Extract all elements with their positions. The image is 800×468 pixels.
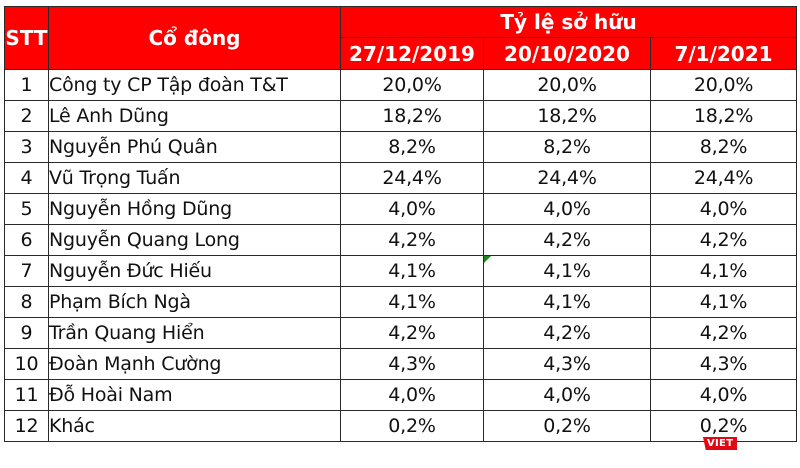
table-row: 6 Nguyễn Quang Long 4,2% 4,2% 4,2% — [4, 224, 798, 256]
row-name: Phạm Bích Ngà — [48, 286, 341, 318]
table-row: 2 Lê Anh Dũng 18,2% 18,2% 18,2% — [4, 100, 798, 132]
row-value-2021: 4,1% — [649, 286, 798, 318]
row-stt: 5 — [4, 193, 49, 225]
row-value-2021: 4,2% — [649, 317, 798, 349]
row-value-2021: 0,2% — [649, 410, 798, 442]
row-stt: 8 — [4, 286, 49, 318]
table-row: 3 Nguyễn Phú Quân 8,2% 8,2% 8,2% — [4, 131, 798, 163]
header-date-3: 7/1/2021 — [649, 37, 798, 70]
row-value-2020: 20,0% — [483, 69, 651, 101]
row-value-2021: 24,4% — [649, 162, 798, 194]
row-name: Lê Anh Dũng — [48, 100, 341, 132]
table-row: 7 Nguyễn Đức Hiếu 4,1% 4,1% 4,1% — [4, 255, 798, 287]
row-value-2020: 4,0% — [483, 379, 651, 411]
row-value-2021: 4,0% — [649, 193, 798, 225]
header-ownership-group: Tỷ lệ sở hữu — [339, 6, 798, 38]
row-name: Nguyễn Phú Quân — [48, 131, 341, 163]
row-value-2021: 20,0% — [649, 69, 798, 101]
watermark-logo: VIET — [703, 437, 738, 450]
row-value-2020: 8,2% — [483, 131, 651, 163]
row-value-2020: 4,0% — [483, 193, 651, 225]
row-value-2021: 4,0% — [649, 379, 798, 411]
row-value-2019: 4,2% — [340, 317, 484, 349]
table-row: 5 Nguyễn Hồng Dũng 4,0% 4,0% 4,0% — [4, 193, 798, 225]
row-value-2019: 4,3% — [340, 348, 484, 380]
row-value-2021: 8,2% — [649, 131, 798, 163]
row-value-2020: 4,3% — [483, 348, 651, 380]
row-value-2019: 8,2% — [340, 131, 484, 163]
row-stt: 9 — [4, 317, 49, 349]
table-row: 12 Khác 0,2% 0,2% 0,2% — [4, 410, 798, 442]
row-name: Công ty CP Tập đoàn T&T — [48, 69, 341, 101]
row-value-2019: 18,2% — [340, 100, 484, 132]
table-body: 1 Công ty CP Tập đoàn T&T 20,0% 20,0% 20… — [4, 69, 798, 442]
row-name: Nguyễn Quang Long — [48, 224, 341, 256]
table-header: STT Cổ đông Tỷ lệ sở hữu 27/12/2019 20/1… — [4, 6, 798, 70]
row-stt: 3 — [4, 131, 49, 163]
row-stt: 7 — [4, 255, 49, 287]
table-row: 4 Vũ Trọng Tuấn 24,4% 24,4% 24,4% — [4, 162, 798, 194]
row-value-2019: 4,0% — [340, 379, 484, 411]
row-value-2021: 4,1% — [649, 255, 798, 287]
row-value-2020: 4,1% — [483, 286, 651, 318]
row-value-2019: 20,0% — [340, 69, 484, 101]
row-value-2019: 4,1% — [340, 286, 484, 318]
row-name: Vũ Trọng Tuấn — [48, 162, 341, 194]
table-row: 1 Công ty CP Tập đoàn T&T 20,0% 20,0% 20… — [4, 69, 798, 101]
row-value-2020: 24,4% — [483, 162, 651, 194]
cell-text: 4,1% — [543, 260, 591, 282]
row-value-2020: 0,2% — [483, 410, 651, 442]
header-shareholder: Cổ đông — [48, 6, 341, 70]
row-value-2021: 4,3% — [649, 348, 798, 380]
row-value-2021: 4,2% — [649, 224, 798, 256]
header-date-2: 20/10/2020 — [483, 37, 651, 70]
row-value-2019: 4,2% — [340, 224, 484, 256]
row-value-2021: 18,2% — [649, 100, 798, 132]
row-stt: 6 — [4, 224, 49, 256]
row-value-2020: 4,2% — [483, 317, 651, 349]
row-stt: 12 — [4, 410, 49, 442]
table-row: 10 Đoàn Mạnh Cường 4,3% 4,3% 4,3% — [4, 348, 798, 380]
row-value-2019: 4,1% — [340, 255, 484, 287]
row-name: Nguyễn Đức Hiếu — [48, 255, 341, 287]
row-stt: 11 — [4, 379, 49, 411]
row-name: Đỗ Hoài Nam — [48, 379, 341, 411]
row-name: Nguyễn Hồng Dũng — [48, 193, 341, 225]
row-value-2020: 4,2% — [483, 224, 651, 256]
table-row: 11 Đỗ Hoài Nam 4,0% 4,0% 4,0% — [4, 379, 798, 411]
shareholder-table: STT Cổ đông Tỷ lệ sở hữu 27/12/2019 20/1… — [4, 6, 798, 442]
row-name: Trần Quang Hiển — [48, 317, 341, 349]
row-stt: 10 — [4, 348, 49, 380]
comment-indicator-icon — [484, 256, 491, 263]
row-name: Khác — [48, 410, 341, 442]
header-stt: STT — [4, 6, 49, 70]
row-stt: 4 — [4, 162, 49, 194]
row-stt: 1 — [4, 69, 49, 101]
row-value-2019: 0,2% — [340, 410, 484, 442]
row-value-2019: 4,0% — [340, 193, 484, 225]
header-date-1: 27/12/2019 — [340, 37, 484, 70]
row-value-2020: 18,2% — [483, 100, 651, 132]
row-stt: 2 — [4, 100, 49, 132]
table-row: 9 Trần Quang Hiển 4,2% 4,2% 4,2% — [4, 317, 798, 349]
row-value-2020: 4,1% — [483, 255, 651, 287]
row-value-2019: 24,4% — [340, 162, 484, 194]
table-row: 8 Phạm Bích Ngà 4,1% 4,1% 4,1% — [4, 286, 798, 318]
row-name: Đoàn Mạnh Cường — [48, 348, 341, 380]
